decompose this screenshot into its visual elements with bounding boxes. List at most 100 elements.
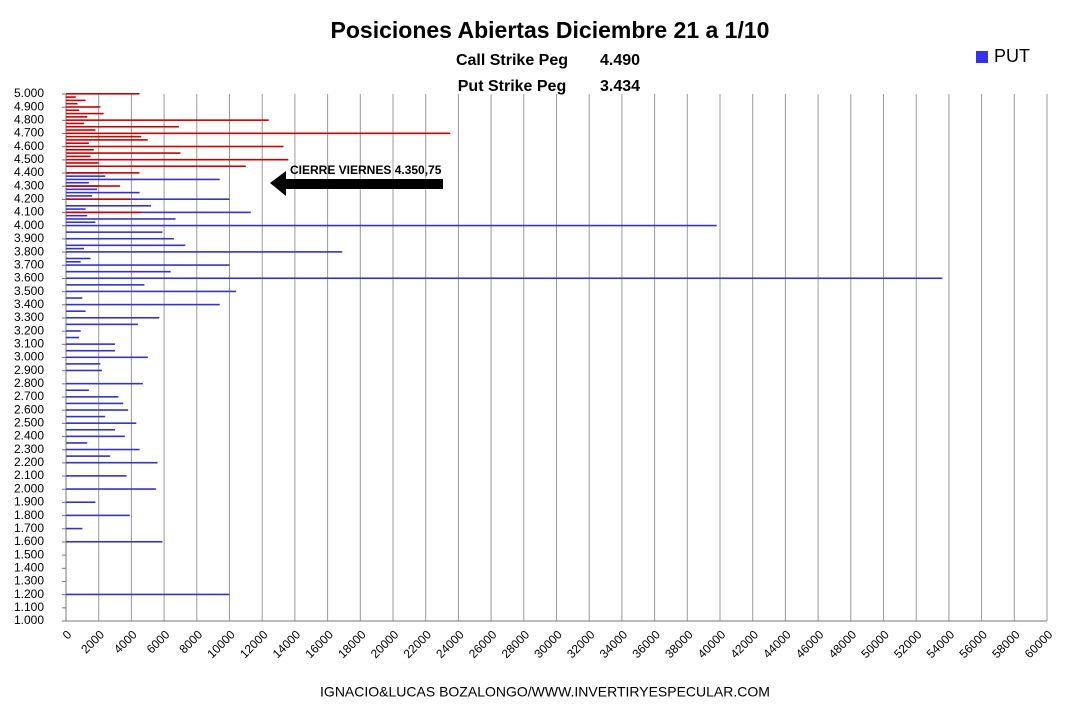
bar (66, 264, 230, 266)
bar (66, 208, 86, 210)
bar (66, 363, 101, 365)
bar (66, 204, 152, 207)
x-tick-label: 58000 (989, 627, 1023, 661)
bar (66, 382, 143, 385)
bar (66, 284, 145, 286)
y-tick-label: 4.600 (14, 139, 44, 153)
bar (66, 540, 163, 543)
arrow (270, 171, 443, 196)
bar (66, 593, 230, 596)
y-tick-label: 3.200 (14, 323, 44, 337)
y-tick-label: 3.300 (14, 310, 44, 324)
y-tick-label: 1.600 (14, 534, 44, 548)
x-tick-label: 26000 (466, 627, 500, 661)
y-tick-label: 2.100 (14, 468, 44, 482)
y-tick-label: 2.300 (14, 442, 44, 456)
bar (66, 297, 83, 299)
y-tick-label: 4.700 (14, 126, 44, 140)
legend-label: PUT (994, 46, 1030, 66)
chart-title: Posiciones Abiertas Diciembre 21 a 1/10 (331, 17, 770, 43)
y-tick-label: 4.800 (14, 113, 44, 127)
x-tick-label: 2000 (78, 627, 107, 656)
bar (66, 415, 106, 418)
bar (66, 422, 137, 424)
y-tick-label: 3.100 (14, 336, 44, 350)
bar (66, 455, 111, 457)
x-tick-label: 56000 (956, 627, 990, 661)
y-tick-label: 3.500 (14, 284, 44, 298)
bar (66, 369, 102, 372)
x-tick-label: 14000 (270, 627, 304, 661)
bar (66, 211, 142, 214)
bar (66, 221, 96, 224)
y-tick-label: 2.000 (14, 481, 44, 495)
bar (66, 152, 181, 154)
bar (66, 109, 80, 112)
bar (66, 99, 86, 102)
subtitle-label: Put Strike Peg (458, 78, 566, 95)
bar (66, 198, 230, 200)
bar (66, 106, 101, 108)
y-tick-label: 4.400 (14, 165, 44, 179)
y-tick-label: 3.400 (14, 297, 44, 311)
annotation: CIERRE VIERNES 4.350,75 (290, 163, 442, 177)
bar (66, 165, 246, 168)
y-tick-label: 4.100 (14, 205, 44, 219)
y-tick-label: 1.000 (14, 613, 44, 627)
x-tick-label: 36000 (629, 627, 663, 661)
bar (66, 185, 120, 187)
x-tick-label: 0 (60, 627, 75, 642)
bar (66, 277, 943, 280)
bar (66, 488, 156, 490)
bar (66, 251, 343, 253)
bar (66, 527, 83, 530)
bar (66, 172, 140, 174)
x-tick-label: 18000 (335, 627, 369, 661)
y-tick-label: 1.500 (14, 547, 44, 561)
bar (66, 461, 158, 464)
y-tick-label: 4.500 (14, 152, 44, 166)
bar (66, 244, 186, 247)
bar (66, 448, 140, 451)
bar (66, 96, 76, 98)
bar (66, 218, 176, 220)
bar (66, 119, 269, 121)
x-tick-label: 24000 (433, 627, 467, 661)
y-tick-label: 1.300 (14, 574, 44, 588)
y-tick-label: 3.000 (14, 350, 44, 364)
y-tick-label: 1.400 (14, 560, 44, 574)
bar (66, 356, 148, 359)
x-tick-label: 30000 (531, 627, 565, 661)
x-tick-label: 48000 (826, 627, 860, 661)
bar (66, 330, 81, 332)
subtitle-value: 3.434 (600, 78, 640, 95)
bar (66, 343, 116, 345)
bar (66, 323, 138, 326)
x-tick-label: 52000 (891, 627, 925, 661)
subtitle-value: 4.490 (600, 52, 640, 69)
bar (66, 122, 84, 125)
bar (66, 148, 94, 151)
bar (66, 270, 171, 273)
x-tick-label: 44000 (760, 627, 794, 661)
bar (66, 112, 104, 115)
y-tick-label: 2.500 (14, 416, 44, 430)
bar (66, 349, 116, 352)
x-tick-label: 28000 (499, 627, 533, 661)
bar (66, 195, 93, 197)
x-tick-label: 42000 (728, 627, 762, 661)
subtitle-label: Call Strike Peg (456, 52, 568, 69)
footer: IGNACIO&LUCAS BOZALONGO/WWW.INVERTIRYESP… (320, 684, 770, 700)
bar (66, 211, 251, 214)
y-tick-label: 1.900 (14, 495, 44, 509)
x-tick-label: 50000 (858, 627, 892, 661)
bar (66, 237, 174, 240)
y-tick-label: 2.600 (14, 402, 44, 416)
x-tick-label: 20000 (368, 627, 402, 661)
y-tick-label: 1.200 (14, 587, 44, 601)
bar (66, 116, 88, 118)
bar (66, 475, 127, 477)
bar (66, 158, 289, 161)
y-tick-label: 3.900 (14, 231, 44, 245)
